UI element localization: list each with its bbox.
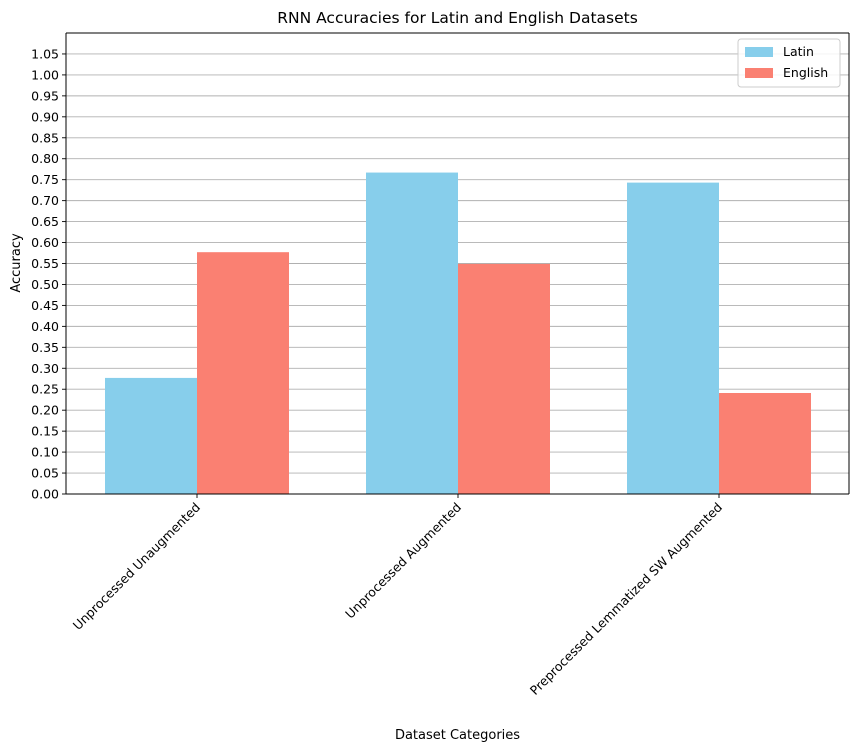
y-tick-label: 0.00 bbox=[31, 487, 59, 502]
y-tick-label: 0.75 bbox=[31, 172, 59, 187]
y-tick-label: 1.00 bbox=[31, 67, 59, 82]
y-tick-label: 0.20 bbox=[31, 403, 59, 418]
bar-english-2 bbox=[719, 392, 811, 494]
bar-english-0 bbox=[197, 252, 289, 494]
y-tick-label: 0.90 bbox=[31, 109, 59, 124]
y-tick-label: 0.25 bbox=[31, 382, 59, 397]
y-tick-label: 0.05 bbox=[31, 466, 59, 481]
y-tick-label: 0.50 bbox=[31, 277, 59, 292]
bar-latin-1 bbox=[366, 172, 458, 495]
y-axis-ticks: 0.00 0.05 0.10 0.15 0.20 0.25 0.30 0.35 0.40 0.45… bbox=[31, 46, 66, 502]
y-tick-label: 1.05 bbox=[31, 46, 59, 61]
y-tick-label: 0.40 bbox=[31, 319, 59, 334]
y-tick-label: 0.70 bbox=[31, 193, 59, 208]
y-axis-title: Accuracy bbox=[9, 233, 24, 293]
legend-swatch-latin bbox=[745, 47, 773, 57]
x-axis-title: Dataset Categories bbox=[395, 728, 520, 743]
y-tick-label: 0.65 bbox=[31, 214, 59, 229]
y-tick-label: 0.60 bbox=[31, 235, 59, 250]
legend-swatch-english bbox=[745, 68, 773, 78]
chart-title: RNN Accuracies for Latin and English Dat… bbox=[277, 9, 638, 27]
bar-english-1 bbox=[458, 263, 550, 494]
y-tick-label: 0.95 bbox=[31, 88, 59, 103]
legend: Latin English bbox=[737, 38, 841, 88]
y-tick-label: 0.45 bbox=[31, 298, 59, 313]
y-tick-label: 0.35 bbox=[31, 340, 59, 355]
bars bbox=[105, 172, 811, 495]
y-tick-label: 0.80 bbox=[31, 151, 59, 166]
bar-latin-0 bbox=[105, 377, 197, 494]
y-tick-label: 0.15 bbox=[31, 424, 59, 439]
y-tick-label: 0.85 bbox=[31, 130, 59, 145]
axes bbox=[65, 32, 850, 495]
y-tick-label: 0.55 bbox=[31, 256, 59, 271]
y-tick-label: 0.30 bbox=[31, 361, 59, 376]
legend-label-latin: Latin bbox=[783, 44, 814, 59]
bar-latin-2 bbox=[627, 182, 719, 494]
y-tick-label: 0.10 bbox=[31, 445, 59, 460]
legend-label-english: English bbox=[783, 65, 828, 80]
